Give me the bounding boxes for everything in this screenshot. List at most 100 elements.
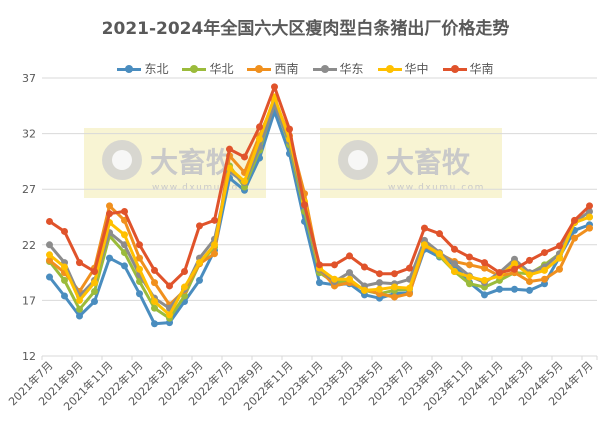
data-point <box>421 241 428 249</box>
data-point <box>196 222 203 230</box>
data-point <box>466 280 473 288</box>
data-point <box>376 285 383 293</box>
data-point <box>256 123 263 131</box>
data-point <box>421 224 428 232</box>
legend-line-marker-icon <box>442 64 467 74</box>
data-point <box>466 273 473 281</box>
data-point <box>106 210 113 218</box>
data-point <box>46 251 53 259</box>
data-point <box>166 311 173 319</box>
data-point <box>211 241 218 249</box>
y-tick-label: 17 <box>22 294 36 307</box>
data-point <box>331 261 338 269</box>
data-point <box>481 259 488 267</box>
data-point <box>166 282 173 290</box>
data-point <box>556 242 563 250</box>
data-point <box>106 254 113 262</box>
data-point <box>181 267 188 275</box>
legend-item: 东北 <box>117 60 168 77</box>
data-point <box>541 266 548 274</box>
data-point <box>571 216 578 224</box>
legend-label: 西南 <box>274 62 299 76</box>
legend-label: 华南 <box>469 62 494 76</box>
data-point <box>406 290 413 298</box>
data-point <box>376 279 383 287</box>
data-point <box>46 273 53 281</box>
data-point <box>256 135 263 143</box>
data-point <box>151 279 158 287</box>
data-point <box>466 261 473 269</box>
legend-item: 华中 <box>377 60 429 77</box>
data-point <box>211 216 218 224</box>
legend-label: 华北 <box>209 62 234 76</box>
data-point <box>181 292 188 300</box>
data-point <box>196 259 203 267</box>
legend-item: 华北 <box>182 60 233 77</box>
data-point <box>136 290 143 298</box>
data-point <box>541 249 548 257</box>
data-point <box>211 250 218 258</box>
data-point <box>76 312 83 320</box>
data-point <box>391 283 398 291</box>
chart-legend: 东北 华北 西南 华东 华中 华南 <box>0 60 611 77</box>
data-point <box>451 245 458 253</box>
data-point <box>346 269 353 277</box>
data-point <box>286 125 293 133</box>
y-axis: 12 17 22 27 32 37 <box>22 72 36 363</box>
data-point <box>376 270 383 278</box>
data-point <box>91 279 98 287</box>
data-point <box>436 250 443 258</box>
data-point <box>481 264 488 272</box>
data-point <box>526 277 533 285</box>
data-point <box>91 267 98 275</box>
data-point <box>121 231 128 239</box>
data-point <box>586 224 593 232</box>
data-point <box>136 254 143 262</box>
y-tick-label: 37 <box>22 72 36 85</box>
data-point <box>346 275 353 283</box>
data-point <box>556 254 563 262</box>
data-point <box>511 260 518 268</box>
data-point <box>361 263 368 271</box>
data-point <box>226 164 233 172</box>
data-point <box>196 276 203 284</box>
legend-line-marker-icon <box>117 64 142 74</box>
data-point <box>391 270 398 278</box>
legend-item: 华南 <box>442 60 494 77</box>
legend-label: 东北 <box>144 62 169 76</box>
legend-item: 西南 <box>247 60 299 77</box>
data-point <box>241 153 248 161</box>
x-axis: 2021年7月2021年9月2021年11月2022年1月2022年3月2022… <box>5 356 598 413</box>
data-point <box>571 234 578 242</box>
watermark-brand: 大畜牧 <box>150 146 235 179</box>
data-point <box>151 320 158 328</box>
data-point <box>46 217 53 225</box>
data-point <box>121 241 128 249</box>
data-point <box>526 256 533 264</box>
data-point <box>391 293 398 301</box>
data-point <box>556 265 563 273</box>
data-point <box>316 279 323 287</box>
data-point <box>61 292 68 300</box>
data-point <box>151 266 158 274</box>
legend-label: 华中 <box>404 62 429 76</box>
data-point <box>466 253 473 261</box>
data-point <box>136 241 143 249</box>
data-point <box>331 275 338 283</box>
data-point <box>496 269 503 277</box>
data-point <box>316 261 323 269</box>
data-point <box>526 271 533 279</box>
data-point <box>61 276 68 284</box>
data-point <box>76 259 83 267</box>
data-point <box>121 262 128 270</box>
data-point <box>91 298 98 306</box>
data-point <box>76 296 83 304</box>
data-point <box>91 288 98 296</box>
series-lines <box>46 83 593 328</box>
data-point <box>586 213 593 221</box>
data-point <box>526 286 533 294</box>
data-point <box>361 286 368 294</box>
data-point <box>61 263 68 271</box>
data-point <box>226 145 233 153</box>
chart-title: 2021-2024年全国六大区瘦肉型白条猪出厂价格走势 <box>101 19 510 39</box>
